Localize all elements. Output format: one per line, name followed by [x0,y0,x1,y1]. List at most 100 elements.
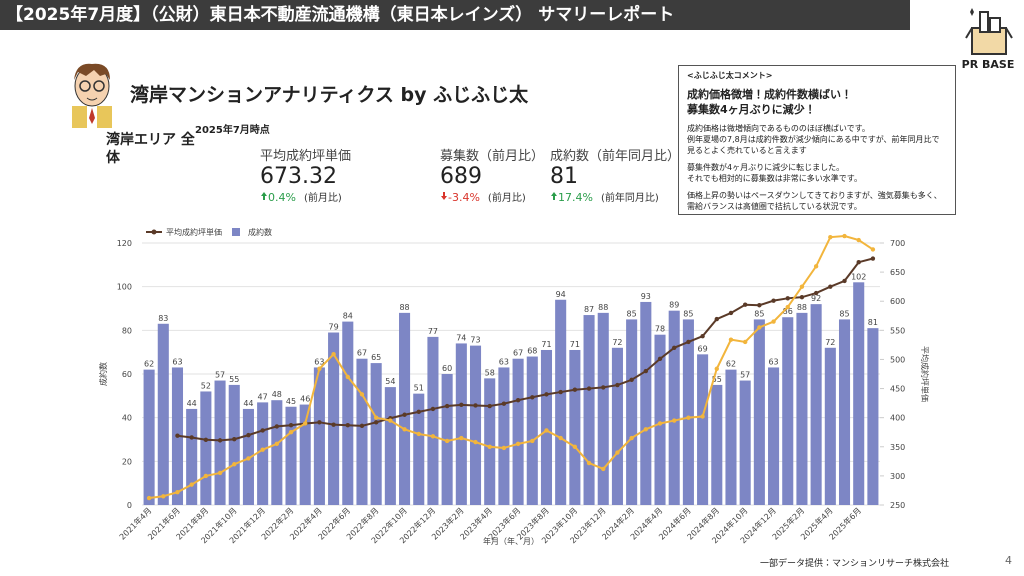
bar-value-label: 57 [215,371,225,380]
bar-value-label: 51 [414,384,424,393]
line-point [487,444,492,449]
bar-value-label: 63 [499,357,509,366]
headline-line: 成約価格微増！成約件数横ばい！ [687,88,852,101]
y-tick-label: 80 [122,326,132,335]
line-point [232,462,237,467]
bar-value-label: 89 [669,301,679,310]
line-point [402,412,407,417]
bar [427,336,439,505]
line-point [742,339,748,345]
bar [640,301,652,505]
bar-value-label: 92 [811,294,821,303]
bar [455,343,467,505]
bar [186,408,198,505]
bar [853,282,865,505]
line-point [686,415,691,420]
bar [271,400,283,505]
kpi-value: 673.32 [260,164,337,189]
line-point [813,290,819,296]
kpi-note: (前月比) [303,193,342,204]
y-axis-title: 成約数 [98,362,108,386]
line-point [572,387,578,392]
line-point [714,316,719,322]
kpi-note: (前月比) [487,193,526,204]
line-point [714,366,719,371]
bar [399,312,411,505]
kpi: 平均成約坪単価 673.32 0.4% (前月比) [260,145,351,204]
bar-value-label: 87 [584,305,594,314]
bar [384,387,396,505]
bar-value-label: 71 [541,340,551,349]
line-point [345,423,350,428]
kpi-change: -3.4% (前月比) [440,189,544,204]
kpi-value: 81 [550,164,578,189]
line-point [203,473,209,479]
bar [768,367,780,505]
line-point [615,382,620,388]
line-point [785,304,790,310]
line-point [544,428,549,433]
line-point [629,377,634,383]
bar [597,312,609,505]
logo-icon [965,8,1013,55]
comment-paragraph: 価格上昇の勢いはペースダウンしてきておりますが、強気募集も多く、需給バランスは高… [687,190,947,212]
bar [654,334,666,505]
bar-value-label: 58 [485,368,495,377]
line-point [728,337,734,342]
legend-swatch [232,228,240,236]
as-of-date: 2025年7月時点 [195,125,270,136]
bar-value-label: 55 [712,375,722,384]
y2-tick-label: 300 [890,472,905,481]
y2-tick-label: 550 [890,326,905,335]
comment-line: 例年夏場の7,8月は成約件数が減少傾向にある中ですが、前年同月比で見るとよく売れ… [687,135,940,155]
line-point [217,470,223,476]
comment-title: <ふじふじ太コメント> [687,71,773,80]
line-point [373,415,379,420]
trend-arrow [551,192,557,200]
line-point [771,319,776,324]
line-point [515,441,521,447]
line-point [232,437,237,442]
bar-value-label: 81 [868,318,878,327]
bar-value-label: 54 [385,377,395,386]
comment-box: <ふじふじ太コメント> 成約価格微増！成約件数横ばい！ 募集数4ヶ月ぶりに減少！ … [678,65,956,215]
line-point [430,406,436,412]
line-point [757,325,762,330]
bar-value-label: 44 [243,399,253,408]
bar [739,380,751,505]
bar [555,299,567,505]
bar-value-label: 102 [851,272,866,281]
kpi: 成約数（前年同月比） 81 17.4% (前年同月比) [550,145,680,204]
bar-value-label: 60 [442,364,452,373]
line-point [544,392,549,397]
line-point [402,427,407,432]
y2-tick-label: 650 [890,268,905,277]
bar [583,315,595,505]
bar [469,345,482,505]
bar [299,404,311,505]
header-title: 【2025年7月度】（公財）東日本不動産流通機構（東日本レインズ） サマリーレポ… [0,0,910,30]
legend-item: 成約数 [232,227,272,237]
character-illustration [72,63,112,128]
line-point [175,433,180,438]
line-point [813,264,819,269]
data-source: 一部データ提供：マンションリサーチ株式会社 [760,559,950,569]
line-point [501,401,507,406]
bar [796,312,808,505]
comment-line: 価格上昇の勢いはペースダウンしてきておりますが、強気募集も多く、需給バランスは高… [687,191,942,211]
y2-tick-label: 400 [890,414,905,423]
kpi-label: 平均成約坪単価 [260,149,352,164]
kpi-change-value: 0.4% [268,191,296,204]
line-point [799,284,805,289]
y-tick-label: 100 [117,283,132,292]
bar-value-label: 67 [357,349,367,358]
line-point [657,421,663,426]
bar [682,319,694,505]
bar [257,402,269,505]
line-point [601,466,606,472]
y2-axis-title: 平均成約坪単価 [920,346,930,402]
bar-value-label: 45 [286,397,296,406]
bar [668,310,680,505]
line-point [430,434,436,439]
